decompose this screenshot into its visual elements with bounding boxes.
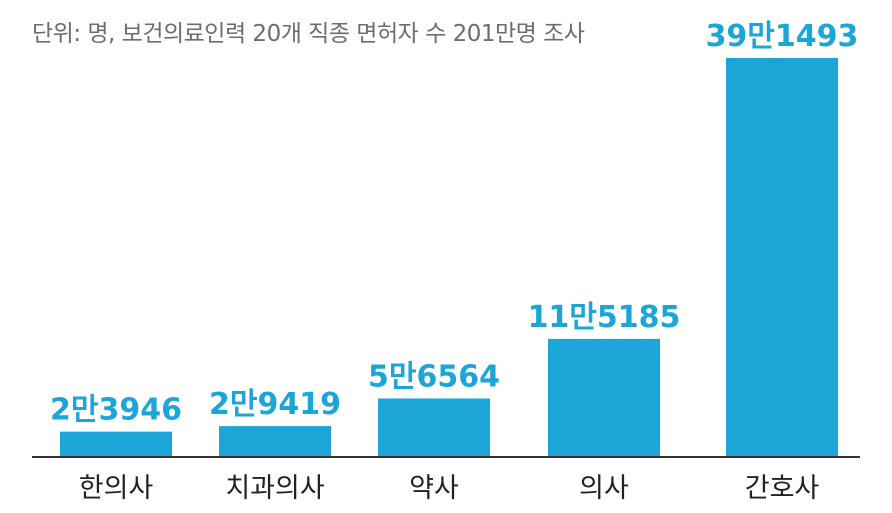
value-label: 2만3946: [50, 393, 182, 428]
value-label: 2만9419: [209, 387, 341, 422]
value-label: 11만5185: [528, 300, 681, 335]
category-label: 약사: [409, 473, 459, 504]
category-label: 간호사: [745, 473, 820, 504]
value-label: 39만1493: [706, 19, 859, 54]
value-label: 5만6564: [368, 359, 500, 394]
bar-약사: [378, 398, 490, 456]
bar-치과의사: [219, 426, 331, 456]
category-label: 의사: [579, 473, 629, 504]
category-label: 한의사: [79, 473, 154, 504]
category-label: 치과의사: [225, 473, 325, 504]
chart-subtitle: 단위: 명, 보건의료인력 20개 직종 면허자 수 201만명 조사: [32, 21, 585, 47]
bar-간호사: [726, 58, 838, 456]
bar-한의사: [60, 431, 172, 456]
bar-의사: [548, 338, 660, 456]
